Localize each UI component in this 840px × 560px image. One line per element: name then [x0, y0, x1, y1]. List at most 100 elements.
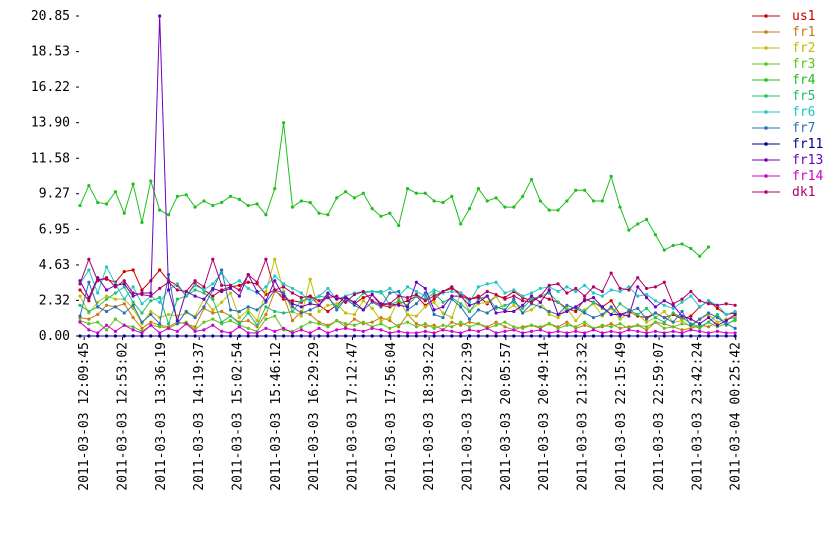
data-point: [600, 199, 604, 203]
data-point: [343, 296, 348, 300]
data-point: [175, 319, 179, 323]
data-point: [414, 325, 419, 329]
data-point: [644, 320, 649, 324]
data-point: [193, 283, 197, 287]
data-point: [405, 331, 410, 335]
data-point: [122, 302, 126, 306]
data-point: [547, 309, 551, 314]
data-point: [706, 299, 711, 303]
data-point: [326, 291, 330, 295]
y-tick-label: 18.53: [31, 45, 70, 60]
data-point: [282, 294, 286, 298]
data-point: [273, 334, 277, 338]
data-point: [733, 317, 737, 321]
data-point: [158, 268, 162, 272]
data-point: [538, 294, 542, 298]
data-point: [388, 291, 392, 295]
data-point: [352, 334, 357, 338]
data-point: [724, 334, 728, 338]
data-point: [441, 305, 445, 309]
data-point: [671, 329, 675, 333]
data-point: [326, 296, 330, 300]
data-point: [273, 257, 277, 261]
data-point: [547, 283, 551, 287]
data-point: [78, 303, 82, 307]
legend-marker: [764, 174, 768, 178]
legend-marker: [764, 62, 768, 66]
data-point: [113, 317, 118, 321]
data-point: [343, 322, 348, 326]
data-point: [317, 294, 321, 298]
data-point: [689, 317, 693, 321]
data-point: [361, 334, 365, 338]
data-point: [423, 325, 427, 329]
data-point: [149, 299, 153, 303]
data-point: [609, 288, 613, 292]
data-point: [149, 309, 153, 314]
data-point: [299, 299, 303, 303]
data-point: [122, 311, 126, 315]
data-point: [237, 325, 241, 329]
data-point: [450, 329, 454, 333]
data-point: [689, 328, 693, 332]
data-point: [246, 280, 250, 284]
data-point: [414, 191, 419, 195]
data-point: [317, 326, 321, 330]
data-point: [405, 312, 410, 317]
data-point: [565, 285, 569, 289]
data-point: [290, 286, 295, 291]
data-point: [158, 331, 162, 335]
data-point: [423, 322, 427, 326]
data-point: [166, 213, 171, 217]
data-point: [87, 299, 91, 303]
data-point: [512, 328, 516, 332]
data-point: [361, 299, 365, 303]
data-point: [370, 289, 374, 294]
data-point: [600, 312, 604, 317]
data-point: [538, 325, 542, 329]
data-point: [308, 200, 312, 205]
data-point: [335, 302, 339, 306]
data-point: [441, 200, 445, 205]
data-point: [87, 280, 91, 284]
data-point: [459, 331, 463, 335]
data-point: [335, 305, 339, 309]
data-point: [96, 279, 100, 283]
data-point: [671, 311, 675, 315]
data-point: [450, 320, 454, 324]
data-point: [122, 269, 126, 274]
data-point: [343, 311, 348, 315]
x-tick-label: 2011-03-03 17:12:47: [345, 342, 360, 491]
data-point: [414, 331, 419, 335]
data-point: [618, 302, 622, 306]
data-point: [78, 288, 82, 292]
data-point: [565, 199, 569, 203]
data-point: [405, 305, 410, 309]
data-point: [87, 183, 91, 188]
data-point: [379, 322, 383, 326]
data-point: [662, 299, 666, 303]
data-point: [556, 315, 560, 320]
data-point: [423, 191, 427, 195]
data-point: [255, 280, 259, 284]
data-point: [653, 320, 658, 324]
data-point: [388, 315, 392, 320]
data-point: [653, 299, 658, 303]
data-point: [96, 200, 100, 205]
data-point: [476, 296, 480, 300]
data-point: [680, 314, 684, 318]
data-point: [547, 331, 551, 335]
data-point: [299, 325, 303, 329]
legend-label: dk1: [792, 185, 815, 200]
data-point: [131, 285, 135, 289]
data-point: [131, 315, 135, 320]
data-point: [158, 334, 162, 338]
data-point: [574, 329, 578, 333]
data-point: [609, 334, 613, 338]
data-point: [228, 319, 233, 323]
data-point: [503, 325, 507, 329]
data-point: [405, 296, 410, 300]
data-point: [388, 319, 392, 323]
data-point: [166, 322, 171, 326]
series-line: [79, 122, 709, 257]
